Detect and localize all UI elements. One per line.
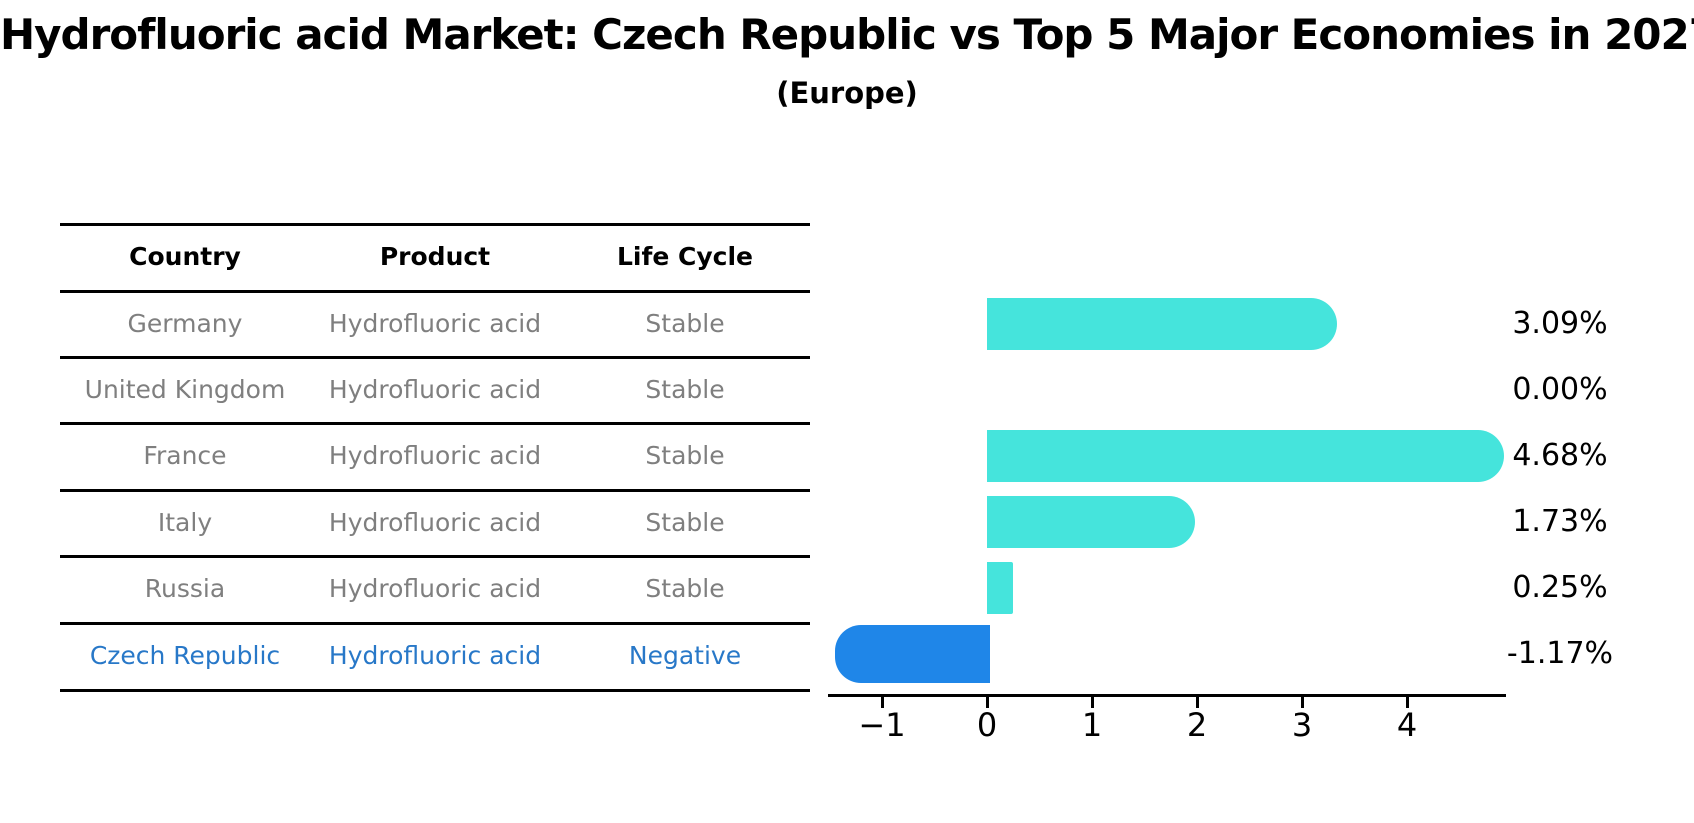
bar-germany: [987, 298, 1338, 350]
x-axis-tick: [1301, 697, 1304, 708]
x-axis-tick: [986, 697, 989, 708]
page-title: Hydrofluoric acid Market: Czech Republic…: [0, 10, 1694, 59]
cell-country: France: [143, 441, 227, 470]
cell-lifecycle: Stable: [645, 508, 725, 537]
x-axis-tick: [1196, 697, 1199, 708]
column-header-product: Product: [379, 242, 491, 271]
x-axis-line: [828, 694, 1506, 697]
x-axis-tick: [1091, 697, 1094, 708]
cell-country: Germany: [127, 309, 243, 338]
x-tick-label: −1: [858, 706, 906, 744]
column-header-lifecycle: Life Cycle: [616, 242, 754, 271]
bar-czech-republic: [835, 625, 990, 683]
table-row-czech-republic: Czech Republic Hydrofluoric acid Negativ…: [60, 623, 810, 689]
x-axis-tick: [1406, 697, 1409, 708]
table-row-italy: Italy Hydrofluoric acid Stable: [60, 490, 810, 556]
x-tick-label: 3: [1291, 706, 1313, 744]
bar-france: [987, 430, 1505, 482]
column-header-country: Country: [129, 242, 241, 271]
table-row-united-kingdom: United Kingdom Hydrofluoric acid Stable: [60, 357, 810, 423]
table-row-france: France Hydrofluoric acid Stable: [60, 423, 810, 489]
page-subtitle: (Europe): [776, 76, 918, 110]
country-table: Country Product Life Cycle Germany Hydro…: [60, 0, 810, 823]
bar-russia: [987, 562, 1014, 614]
table-divider: [60, 555, 810, 558]
value-label-italy: 1.73%: [1512, 504, 1608, 539]
cell-product: Hydrofluoric acid: [328, 441, 542, 470]
value-label-czech-republic: -1.17%: [1506, 636, 1614, 671]
value-label-germany: 3.09%: [1512, 306, 1608, 341]
cell-product: Hydrofluoric acid: [328, 508, 542, 537]
cell-product: Hydrofluoric acid: [328, 309, 542, 338]
x-tick-label: 1: [1081, 706, 1103, 744]
x-axis-tick: [881, 697, 884, 708]
table-divider: [60, 290, 810, 293]
table-divider: [60, 622, 810, 625]
table-divider: [60, 422, 810, 425]
cell-lifecycle: Stable: [645, 574, 725, 603]
cell-country: Italy: [157, 508, 213, 537]
table-divider: [60, 356, 810, 359]
table-row-germany: Germany Hydrofluoric acid Stable: [60, 291, 810, 357]
x-tick-label: 4: [1396, 706, 1418, 744]
cell-product: Hydrofluoric acid: [328, 574, 542, 603]
table-divider: [60, 489, 810, 492]
cell-country: Czech Republic: [89, 641, 281, 670]
cell-lifecycle: Stable: [645, 309, 725, 338]
x-tick-label: 0: [976, 706, 998, 744]
cell-product: Hydrofluoric acid: [328, 641, 542, 670]
value-label-france: 4.68%: [1512, 438, 1608, 473]
cell-lifecycle: Negative: [628, 641, 742, 670]
table-header-row: Country Product Life Cycle: [60, 224, 810, 290]
value-label-united-kingdom: 0.00%: [1512, 372, 1608, 407]
cell-country: Russia: [144, 574, 226, 603]
cell-product: Hydrofluoric acid: [328, 375, 542, 404]
table-divider: [60, 223, 810, 226]
cell-lifecycle: Stable: [645, 441, 725, 470]
cell-lifecycle: Stable: [645, 375, 725, 404]
table-divider: [60, 689, 810, 692]
x-tick-label: 2: [1186, 706, 1208, 744]
cell-country: United Kingdom: [84, 375, 286, 404]
bar-italy: [987, 496, 1195, 548]
value-label-russia: 0.25%: [1512, 570, 1608, 605]
table-row-russia: Russia Hydrofluoric acid Stable: [60, 556, 810, 622]
